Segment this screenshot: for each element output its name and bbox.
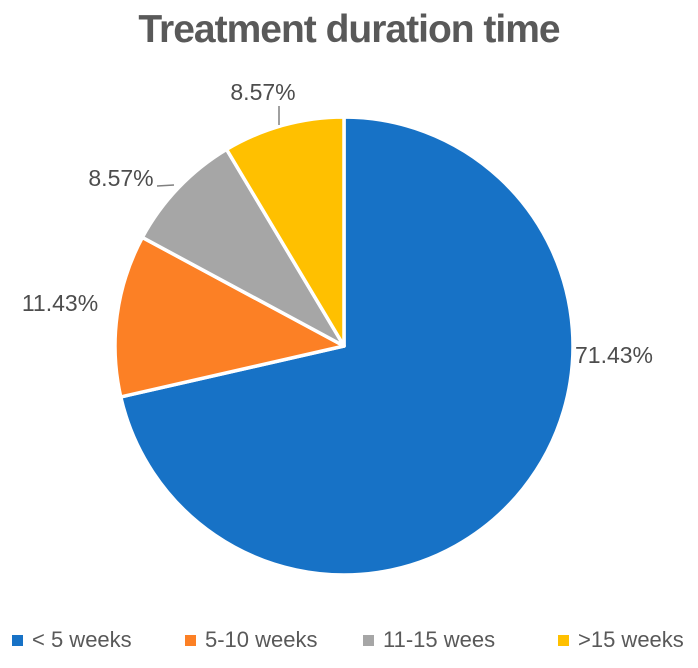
pie-slice-3 <box>140 147 346 348</box>
legend-swatch <box>558 634 569 646</box>
legend-item: 11-15 wees <box>363 624 495 656</box>
slice-percent-label: 8.57% <box>88 165 153 191</box>
chart-legend: < 5 weeks 5-10 weeks 11-15 wees >15 weeks <box>0 624 698 656</box>
label-leader-line <box>156 184 175 187</box>
legend-item: < 5 weeks <box>12 624 132 656</box>
pie-slice-2 <box>113 235 346 399</box>
slice-percent-label: 71.43% <box>575 342 653 368</box>
legend-item: 5-10 weeks <box>185 624 318 656</box>
slice-percent-label: 11.43% <box>22 290 98 316</box>
slice-percent-label: 8.57% <box>230 79 295 105</box>
legend-swatch <box>363 634 374 646</box>
chart-title: Treatment duration time <box>138 8 560 51</box>
legend-label: 5-10 weeks <box>205 627 318 652</box>
pie-slice-1 <box>118 115 575 577</box>
legend-label: 11-15 wees <box>383 627 496 652</box>
legend-swatch <box>185 634 196 646</box>
legend-label: < 5 weeks <box>32 627 132 652</box>
legend-label: >15 weeks <box>578 627 684 652</box>
legend-item: >15 weeks <box>558 624 684 656</box>
legend-swatch <box>12 634 23 646</box>
pie-slice-4 <box>224 115 346 348</box>
